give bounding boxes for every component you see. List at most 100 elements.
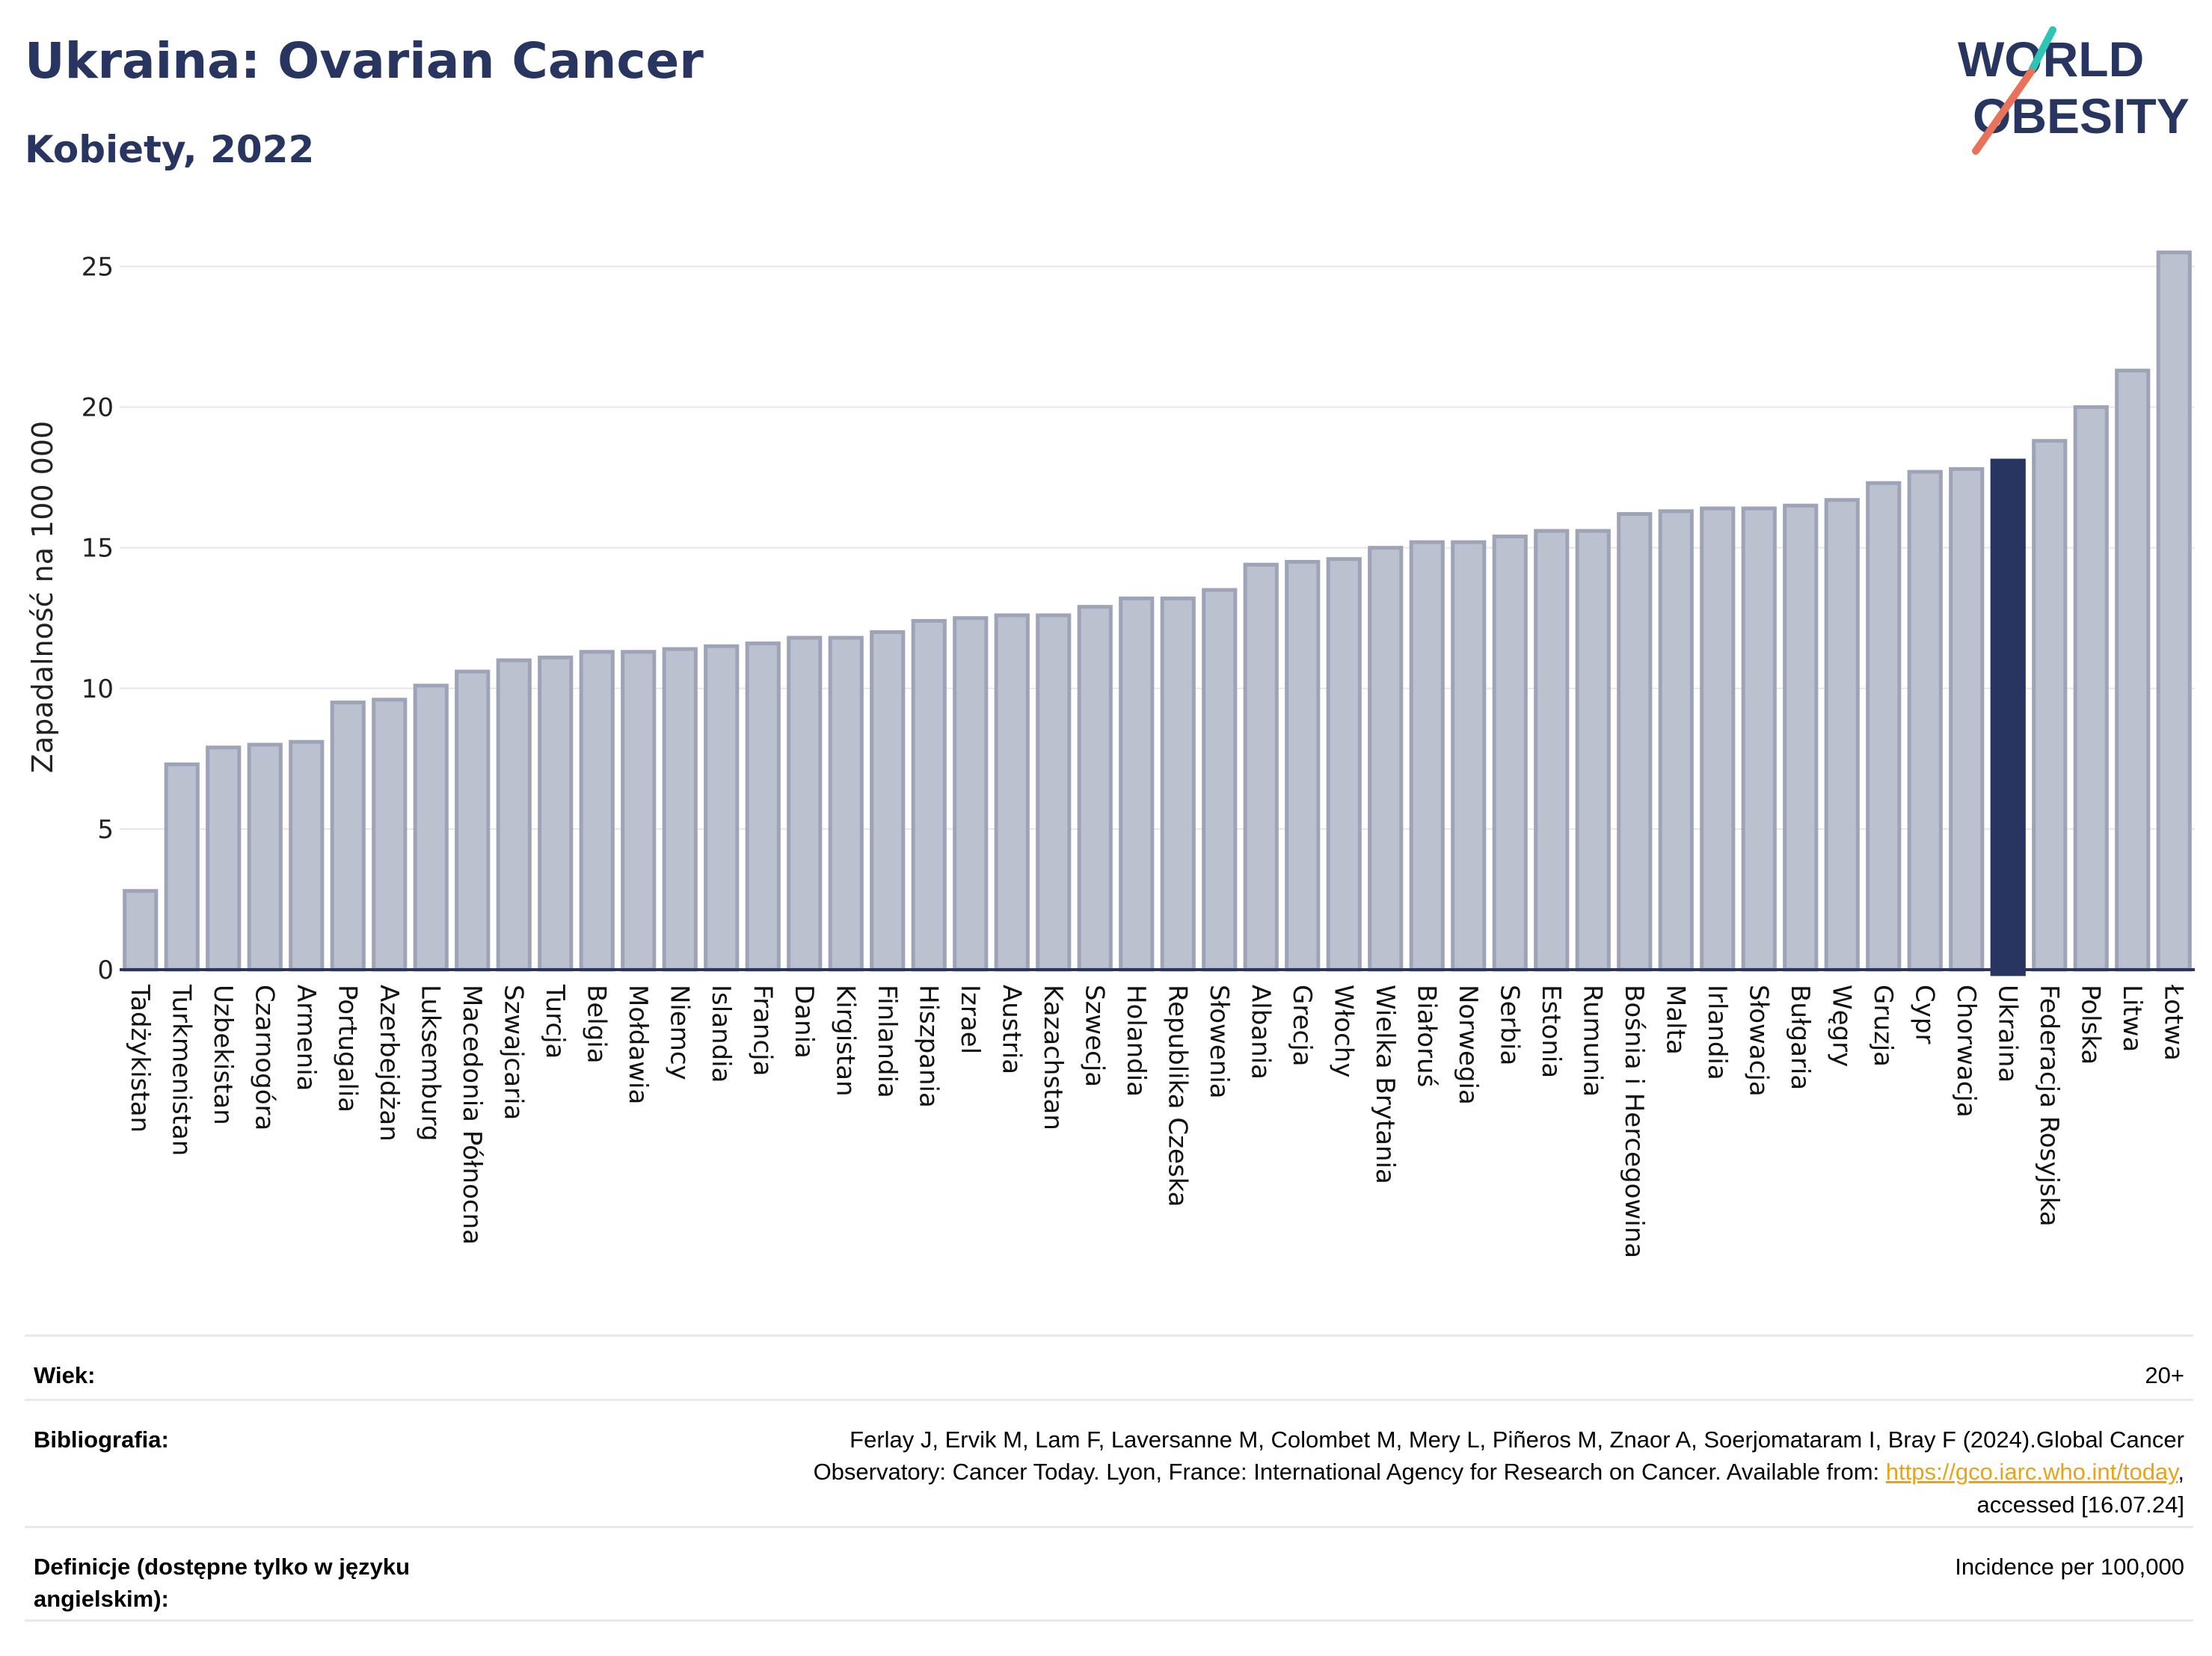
x-tick-label: Słowenia — [1204, 985, 1234, 1099]
x-tick-label: Finlandia — [872, 985, 902, 1098]
y-tick-label: 5 — [97, 815, 114, 845]
bar — [1949, 467, 1985, 972]
bar — [1368, 546, 1404, 972]
bar — [1409, 540, 1445, 972]
bar — [1783, 503, 1819, 972]
bar — [1824, 498, 1860, 972]
bibliography-line1: Ferlay J, Ervik M, Lam F, Laversanne M, … — [850, 1426, 2184, 1453]
bar — [1534, 529, 1570, 972]
x-tick-label: Litwa — [2117, 985, 2147, 1052]
bar — [2073, 405, 2109, 972]
bar — [787, 635, 823, 972]
x-tick-label: Kirgistan — [830, 985, 860, 1097]
bar — [164, 762, 200, 972]
bar — [745, 641, 781, 972]
bar — [538, 655, 574, 972]
definitions-label: Definicje (dostępne tylko w języku angie… — [34, 1554, 411, 1613]
bar — [828, 635, 864, 972]
x-tick-label: Izrael — [955, 985, 985, 1054]
world-obesity-logo: WORLD OBESITY — [1958, 26, 2190, 155]
footer-table: Wiek: 20+ Bibliografia: Ferlay J, Ervik … — [25, 1335, 2193, 1622]
x-tick-label: Estonia — [1536, 985, 1566, 1078]
bar — [704, 644, 740, 972]
x-tick-label: Chorwacja — [1951, 985, 1981, 1118]
bar — [1202, 588, 1238, 972]
age-label: Wiek: — [34, 1362, 96, 1388]
x-tick-label: Węgry — [1826, 985, 1856, 1067]
x-tick-label: Cypr — [1909, 985, 1939, 1044]
bar — [372, 698, 408, 972]
x-tick-label: Francja — [747, 985, 777, 1076]
x-tick-label: Grecja — [1287, 985, 1317, 1066]
bar — [1658, 509, 1694, 972]
footer-row-bibliography: Bibliografia: Ferlay J, Ervik M, Lam F, … — [25, 1399, 2193, 1526]
bar — [330, 701, 366, 972]
bar — [289, 739, 325, 972]
bar — [1285, 559, 1321, 972]
bar — [1077, 605, 1113, 972]
source-link[interactable]: https://gco.iarc.who.int/today — [1885, 1459, 2178, 1486]
bar — [496, 658, 532, 972]
x-tick-label: Hiszpania — [913, 985, 943, 1108]
x-tick-label: Wielka Brytania — [1370, 985, 1400, 1184]
bar — [1160, 596, 1196, 972]
age-value: 20+ — [2145, 1362, 2184, 1388]
x-tick-label: Szwecja — [1079, 985, 1109, 1087]
x-tick-label: Rumunia — [1577, 985, 1607, 1097]
x-tick-label: Macedonia Północna — [457, 985, 487, 1245]
x-tick-label: Irlandia — [1702, 985, 1732, 1080]
x-tick-label: Słowacja — [1743, 985, 1773, 1097]
y-axis-label: Zapadalność na 100 000 — [26, 421, 59, 773]
bar — [1326, 557, 1362, 972]
x-tick-label: Dania — [789, 985, 819, 1059]
y-tick-label: 0 — [97, 955, 114, 985]
x-tick-label: Azerbejdżan — [374, 985, 404, 1142]
x-tick-label: Białoruś — [1411, 985, 1441, 1087]
bar — [870, 630, 906, 972]
y-tick-label: 25 — [82, 252, 114, 282]
bar — [953, 616, 989, 972]
x-tick-label: Tadżykistan — [125, 984, 155, 1133]
bar — [911, 618, 947, 972]
x-tick-label: Armenia — [291, 985, 321, 1092]
bar — [1990, 458, 2026, 976]
bar — [1036, 613, 1072, 972]
x-tick-label: Polska — [2075, 985, 2105, 1065]
bar — [2032, 439, 2068, 972]
x-tick-label: Turkmenistan — [166, 984, 196, 1156]
bibliography-line2: Observatory: Cancer Today. Lyon, France:… — [813, 1459, 1886, 1486]
bibliography-label: Bibliografia: — [34, 1426, 169, 1453]
x-tick-label: Gruzja — [1868, 985, 1898, 1067]
x-tick-label: Turcja — [540, 984, 570, 1059]
x-tick-label: Włochy — [1328, 985, 1358, 1077]
bar — [1575, 529, 1611, 972]
bar — [662, 647, 698, 972]
page-subtitle: Kobiety, 2022 — [25, 128, 315, 171]
bar — [1492, 535, 1528, 972]
bar — [2156, 250, 2192, 972]
x-tick-label: Belgia — [581, 985, 611, 1064]
x-tick-label: Łotwa — [2158, 984, 2188, 1061]
x-tick-label: Malta — [1660, 985, 1690, 1055]
y-tick-label: 15 — [82, 534, 114, 564]
x-tick-label: Bułgaria — [1785, 985, 1815, 1090]
bar — [994, 613, 1030, 972]
bar — [1617, 512, 1653, 972]
footer-row-definitions: Definicje (dostępne tylko w języku angie… — [25, 1526, 2193, 1622]
x-tick-label: Republika Czeska — [1162, 985, 1192, 1207]
x-tick-label: Holandia — [1121, 985, 1151, 1097]
x-tick-label: Szwajcaria — [498, 985, 528, 1120]
bar — [1866, 481, 1902, 972]
x-tick-label: Albania — [1245, 985, 1275, 1080]
bibliography-value: Ferlay J, Ervik M, Lam F, Laversanne M, … — [814, 1423, 2184, 1521]
x-tick-label: Federacja Rosyjska — [2034, 985, 2064, 1227]
bar — [247, 742, 283, 972]
y-tick-label: 20 — [82, 393, 114, 423]
bibliography-line2-end: , — [2178, 1459, 2184, 1486]
x-tick-label: Austria — [996, 985, 1026, 1074]
footer-row-age: Wiek: 20+ — [25, 1335, 2193, 1399]
bar — [123, 889, 159, 972]
bar — [2115, 369, 2151, 972]
x-tick-label: Luksemburg — [415, 985, 445, 1141]
logo-slash-coral — [1972, 68, 2035, 155]
